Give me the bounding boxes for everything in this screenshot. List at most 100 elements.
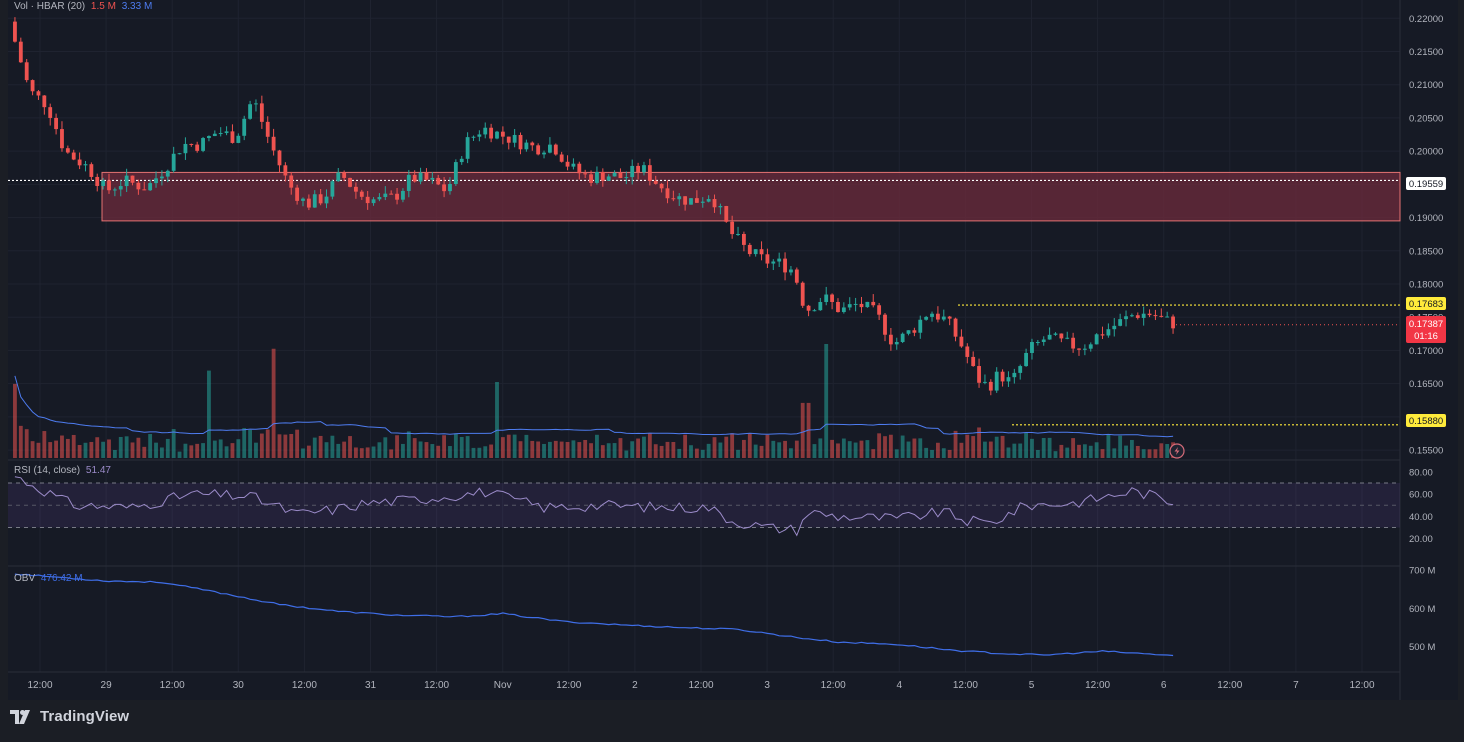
volume-bar [265,429,270,458]
volume-bar [771,440,776,458]
candle-body [124,175,129,187]
volume-bar [189,445,194,458]
candle-body [330,181,335,197]
volume-bar [348,436,352,458]
volume-bar [906,441,911,458]
obv-axis: 700 M 600 M 500 M [1409,566,1435,654]
volume-bar [383,437,388,458]
volume-legend[interactable]: Vol · HBAR (20) 1.5 M 3.33 M [14,1,152,12]
volume-bar [212,440,217,458]
candle-body [136,182,141,190]
candle-body [718,206,723,208]
volume-bar [371,446,376,458]
candle-body [1047,334,1052,340]
volume-bar [107,439,111,458]
candle-body [759,249,764,255]
time-axis[interactable]: 12:00 29 12:00 30 12:00 31 12:00 Nov 12:00 2 12:00… [27,680,1374,691]
volume-bar [277,434,282,458]
time-tick-label: 12:00 [1217,680,1242,691]
price-axis[interactable]: 0.22000 0.21500 0.21000 0.20500 0.20000 0.195… [1409,14,1443,457]
volume-bar [888,434,893,458]
time-tick-label: 30 [233,680,245,691]
volume-bar [1112,448,1117,458]
candle-body [1100,334,1105,336]
candle-body [395,193,399,200]
volume-bar [301,448,305,458]
candle-body [195,144,200,151]
volume-bar [365,447,370,458]
volume-bar [1012,443,1017,458]
candle-body [383,193,388,198]
volume-bar [36,442,41,458]
volume-bar [612,443,617,458]
candle-body [883,314,887,335]
candle-body [583,173,588,175]
candle-body [377,197,382,200]
volume-bar [841,438,846,458]
candle-body [1041,339,1046,342]
volume-bar [977,427,981,458]
price-tick-label: 0.21000 [1409,80,1443,91]
volume-bar [259,433,264,458]
chart-area[interactable]: 0.22000 0.21500 0.21000 0.20500 0.20000 0.195… [8,0,1458,700]
candle-body [1141,313,1146,318]
volume-bar [1094,442,1099,458]
candle-body [636,165,641,173]
candle-body [677,196,682,200]
volume-bar [195,443,200,458]
volume-bar [336,443,341,458]
resistance-price-badge: 0.17683 [1406,297,1446,310]
resistance-zone[interactable] [101,171,1401,222]
volume-ma-line [14,375,1174,438]
candle-body [154,178,158,184]
candle-body [306,198,311,208]
volume-bar [830,439,835,458]
candle-body [459,158,464,163]
candle-body [565,161,570,167]
candle-body [659,183,664,189]
obv-tick-label: 600 M [1409,604,1435,615]
candle-body [941,316,946,320]
volume-bar [330,435,335,458]
obv-legend[interactable]: OBV 476.42 M [14,573,83,584]
volume-bar [483,446,488,458]
volume-bar [618,438,623,458]
candle-body [165,170,170,177]
volume-bar [1018,443,1023,458]
svg-text:0.19559: 0.19559 [1409,179,1443,190]
candle-body [988,381,993,391]
candle-body [853,303,858,305]
candle-body [453,162,458,184]
volume-legend-value1: 1.5 M [90,1,116,12]
volume-bar [953,430,958,458]
candlesticks [13,17,1175,396]
obv-line [14,573,1174,657]
volume-bar [295,429,300,458]
candle-body [1082,348,1087,350]
volume-bar [271,348,276,458]
lightning-icon[interactable] [1169,443,1185,459]
rsi-legend[interactable]: RSI (14, close) 51.47 [14,465,111,476]
volume-bar [418,441,423,458]
volume-bar [1141,449,1146,458]
chart-svg[interactable]: 0.22000 0.21500 0.21000 0.20500 0.20000 0.195… [8,0,1458,700]
candle-body [977,366,981,383]
rsi-legend-value: 51.47 [85,465,111,476]
candle-body [471,136,476,138]
volume-bar [424,442,429,458]
volume-bar [83,442,88,458]
tradingview-logo[interactable]: TradingView [10,708,129,725]
volume-bar [730,433,735,458]
volume-bar [600,445,605,458]
volume-bar [142,446,147,458]
candle-body [559,154,564,162]
volume-bar [759,445,764,458]
candle-body [818,302,823,311]
volume-bar [412,438,417,458]
volume-bar [512,434,517,458]
candle-body [1030,342,1034,353]
candle-body [789,269,793,273]
volume-bar [994,436,999,458]
candle-body [218,133,223,135]
